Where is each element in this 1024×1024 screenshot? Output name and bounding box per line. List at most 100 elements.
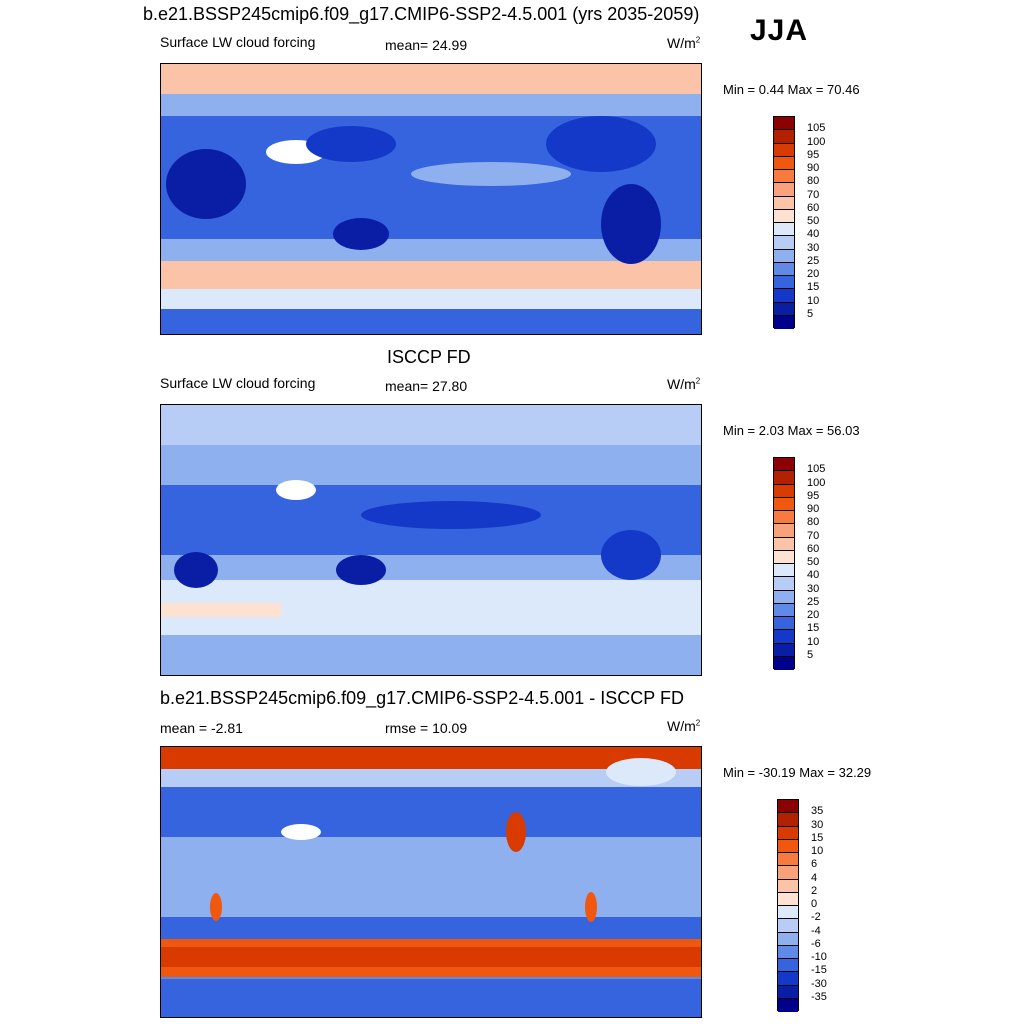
colorbar-segment [774, 130, 794, 144]
colorbar-segment [774, 603, 794, 617]
panel3-colorbar [777, 799, 799, 1012]
colorbar-segment [774, 497, 794, 511]
colorbar-segment [778, 839, 798, 853]
colorbar-tick-label: 20 [807, 268, 820, 280]
colorbar-tick-label: -6 [811, 937, 821, 950]
p2-australia [336, 555, 386, 585]
colorbar-segment [774, 117, 794, 131]
colorbar-segment [778, 998, 798, 1012]
panel1-map-svg [161, 64, 701, 334]
colorbar-tick-label: 60 [807, 201, 820, 214]
p1-africa-dark [166, 149, 246, 219]
colorbar-tick-label: 100 [807, 135, 826, 148]
panel1-colorbar [773, 116, 795, 329]
colorbar-tick-label: 100 [807, 476, 826, 489]
colorbar-tick-label: 5 [807, 648, 814, 661]
colorbar-tick-label: 15 [811, 831, 824, 844]
colorbar-tick-label: 105 [807, 122, 826, 135]
colorbar-segment [774, 276, 794, 290]
p3-south-red-core [161, 947, 701, 967]
p1-arctic [161, 64, 701, 94]
colorbar-segment [774, 143, 794, 157]
p1-south-peach [161, 261, 701, 289]
p2-southamerica [601, 530, 661, 580]
p1-pacific-light [411, 162, 571, 186]
colorbar-segment [778, 853, 798, 867]
colorbar-segment [774, 458, 794, 472]
colorbar-segment [774, 484, 794, 498]
colorbar-tick-label: 60 [807, 542, 820, 555]
panel1-mean-label: mean= 24.99 [385, 37, 468, 53]
colorbar-tick-label: 50 [807, 556, 820, 568]
colorbar-segment [774, 537, 794, 551]
colorbar-segment [778, 985, 798, 999]
colorbar-segment [774, 289, 794, 303]
p1-northamerica [546, 116, 656, 172]
colorbar-segment [778, 932, 798, 946]
panel2-mean-label: mean= 27.80 [385, 378, 468, 394]
colorbar-tick-label: 15 [807, 622, 820, 635]
colorbar-segment [774, 209, 794, 223]
panel2-variable-label: Surface LW cloud forcing [160, 375, 316, 391]
colorbar-segment [774, 550, 794, 564]
colorbar-tick-label: 10 [807, 294, 820, 307]
colorbar-segment [774, 236, 794, 250]
p3-south-blue [161, 917, 701, 939]
panel1-units: W/m2 [667, 35, 701, 51]
colorbar-segment [778, 892, 798, 906]
colorbar-segment [778, 919, 798, 933]
colorbar-segment [778, 826, 798, 840]
colorbar-segment [778, 879, 798, 893]
p3-trop-pale [161, 837, 701, 917]
colorbar-tick-label: 95 [807, 489, 820, 502]
p3-california-red [506, 812, 526, 852]
p2-sahara [276, 480, 316, 500]
panel2-minmax: Min = 2.03 Max = 56.03 [723, 423, 860, 438]
colorbar-tick-label: -30 [811, 977, 827, 990]
panel3-section-title: b.e21.BSSP245cmip6.f09_g17.CMIP6-SSP2-4.… [160, 688, 684, 708]
colorbar-tick-label: 95 [807, 148, 820, 161]
panel2-map-svg [161, 405, 701, 675]
colorbar-segment [774, 223, 794, 237]
colorbar-tick-label: 0 [811, 898, 818, 910]
colorbar-segment [774, 577, 794, 591]
panel2-obs-map [160, 404, 702, 676]
p1-asia-dark [306, 126, 396, 162]
p1-south-pale2 [161, 289, 701, 309]
colorbar-segment [774, 183, 794, 197]
colorbar-tick-label: -10 [811, 951, 827, 963]
colorbar-segment [774, 524, 794, 538]
colorbar-tick-label: 5 [807, 307, 814, 320]
colorbar-segment [774, 471, 794, 485]
colorbar-tick-label: 90 [807, 162, 820, 174]
p3-north-blue [161, 787, 701, 837]
panel3-minmax: Min = -30.19 Max = 32.29 [723, 765, 872, 780]
colorbar-segment [774, 564, 794, 578]
p3-ne-asia-white [606, 758, 676, 786]
colorbar-segment [774, 590, 794, 604]
p1-north-mid [161, 94, 701, 116]
p3-namibia-red [210, 893, 222, 921]
panel3-map-svg [161, 747, 701, 1017]
p3-arctic-pale [161, 769, 701, 787]
panel1-minmax: Min = 0.44 Max = 70.46 [723, 82, 860, 97]
colorbar-tick-label: 30 [807, 582, 820, 595]
colorbar-tick-label: 90 [807, 503, 820, 515]
colorbar-tick-label: 40 [807, 569, 820, 582]
colorbar-tick-label: 4 [811, 871, 818, 884]
p3-peru-red [585, 892, 597, 922]
colorbar-tick-label: -35 [811, 990, 827, 1003]
p3-arctic-red [161, 747, 701, 769]
p2-antarctic [161, 650, 701, 675]
colorbar-segment [778, 959, 798, 973]
p1-southamerica [601, 184, 661, 264]
colorbar-segment [778, 800, 798, 814]
p2-south-peach [161, 603, 281, 617]
p1-antarctic [161, 309, 701, 334]
colorbar-tick-label: 6 [811, 858, 818, 871]
colorbar-segment [774, 617, 794, 631]
p3-antarctic [161, 979, 701, 1017]
colorbar-segment [774, 156, 794, 170]
colorbar-tick-label: -2 [811, 911, 821, 924]
colorbar-segment [774, 262, 794, 276]
